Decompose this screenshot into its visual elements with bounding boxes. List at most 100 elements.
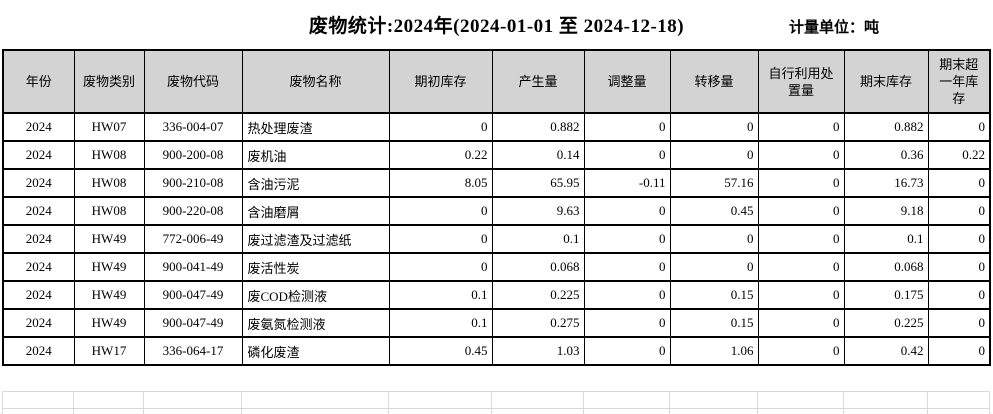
- cell-transferred[interactable]: 0: [669, 252, 759, 282]
- cell-initial-stock[interactable]: 0: [388, 196, 493, 226]
- cell-transferred[interactable]: 0.15: [669, 308, 759, 338]
- cell-year[interactable]: 2024: [2, 280, 75, 310]
- cell-generated[interactable]: 0.068: [491, 252, 585, 282]
- cell-waste-category[interactable]: HW17: [73, 336, 145, 366]
- cell-adjustment[interactable]: 0: [583, 140, 671, 170]
- cell-generated[interactable]: 0.882: [491, 112, 585, 142]
- cell-waste-name[interactable]: 废氨氮检测液: [241, 308, 390, 338]
- column-header-adjustment[interactable]: 调整量: [583, 49, 671, 114]
- empty-cell[interactable]: [927, 408, 990, 414]
- column-header-over-one-year-stock[interactable]: 期末超一年库存: [927, 49, 991, 114]
- cell-over-one-year-stock[interactable]: 0: [927, 196, 991, 226]
- cell-generated[interactable]: 0.1: [491, 224, 585, 254]
- cell-waste-category[interactable]: HW07: [73, 112, 145, 142]
- cell-ending-stock[interactable]: 0.175: [843, 280, 929, 310]
- cell-initial-stock[interactable]: 0: [388, 224, 493, 254]
- cell-transferred[interactable]: 57.16: [669, 168, 759, 198]
- cell-waste-name[interactable]: 含油磨屑: [241, 196, 390, 226]
- cell-self-disposal[interactable]: 0: [757, 336, 845, 366]
- empty-cell[interactable]: [2, 408, 74, 414]
- empty-cell[interactable]: [491, 408, 584, 414]
- cell-over-one-year-stock[interactable]: 0: [927, 308, 991, 338]
- cell-waste-name[interactable]: 废过滤渣及过滤纸: [241, 224, 390, 254]
- cell-adjustment[interactable]: -0.11: [583, 168, 671, 198]
- cell-waste-name[interactable]: 含油污泥: [241, 168, 390, 198]
- cell-waste-name[interactable]: 热处理废渣: [241, 112, 390, 142]
- cell-initial-stock[interactable]: 0.22: [388, 140, 493, 170]
- cell-generated[interactable]: 65.95: [491, 168, 585, 198]
- column-header-initial-stock[interactable]: 期初库存: [388, 49, 493, 114]
- cell-initial-stock[interactable]: 8.05: [388, 168, 493, 198]
- cell-adjustment[interactable]: 0: [583, 196, 671, 226]
- column-header-year[interactable]: 年份: [2, 49, 75, 114]
- cell-year[interactable]: 2024: [2, 196, 75, 226]
- cell-over-one-year-stock[interactable]: 0: [927, 252, 991, 282]
- cell-waste-category[interactable]: HW08: [73, 168, 145, 198]
- cell-initial-stock[interactable]: 0: [388, 112, 493, 142]
- cell-generated[interactable]: 9.63: [491, 196, 585, 226]
- cell-adjustment[interactable]: 0: [583, 252, 671, 282]
- empty-cell[interactable]: [241, 408, 389, 414]
- cell-waste-code[interactable]: 900-047-49: [143, 280, 243, 310]
- cell-ending-stock[interactable]: 16.73: [843, 168, 929, 198]
- cell-waste-category[interactable]: HW08: [73, 140, 145, 170]
- cell-transferred[interactable]: 0.45: [669, 196, 759, 226]
- cell-self-disposal[interactable]: 0: [757, 308, 845, 338]
- cell-generated[interactable]: 1.03: [491, 336, 585, 366]
- cell-ending-stock[interactable]: 0.42: [843, 336, 929, 366]
- cell-generated[interactable]: 0.14: [491, 140, 585, 170]
- cell-adjustment[interactable]: 0: [583, 112, 671, 142]
- cell-over-one-year-stock[interactable]: 0: [927, 336, 991, 366]
- cell-waste-name[interactable]: 废活性炭: [241, 252, 390, 282]
- empty-cell[interactable]: [843, 391, 928, 409]
- cell-adjustment[interactable]: 0: [583, 308, 671, 338]
- empty-cell[interactable]: [583, 391, 670, 409]
- cell-year[interactable]: 2024: [2, 336, 75, 366]
- cell-year[interactable]: 2024: [2, 252, 75, 282]
- empty-cell[interactable]: [2, 391, 74, 409]
- cell-waste-code[interactable]: 900-220-08: [143, 196, 243, 226]
- empty-cell[interactable]: [143, 391, 242, 409]
- cell-waste-category[interactable]: HW49: [73, 224, 145, 254]
- cell-generated[interactable]: 0.225: [491, 280, 585, 310]
- cell-self-disposal[interactable]: 0: [757, 112, 845, 142]
- cell-self-disposal[interactable]: 0: [757, 140, 845, 170]
- cell-over-one-year-stock[interactable]: 0: [927, 224, 991, 254]
- cell-adjustment[interactable]: 0: [583, 336, 671, 366]
- empty-cell[interactable]: [583, 408, 670, 414]
- cell-year[interactable]: 2024: [2, 308, 75, 338]
- column-header-generated[interactable]: 产生量: [491, 49, 585, 114]
- cell-waste-code[interactable]: 336-064-17: [143, 336, 243, 366]
- cell-transferred[interactable]: 1.06: [669, 336, 759, 366]
- cell-adjustment[interactable]: 0: [583, 224, 671, 254]
- cell-over-one-year-stock[interactable]: 0: [927, 168, 991, 198]
- cell-waste-code[interactable]: 900-047-49: [143, 308, 243, 338]
- cell-ending-stock[interactable]: 0.225: [843, 308, 929, 338]
- empty-cell[interactable]: [241, 391, 389, 409]
- empty-cell[interactable]: [143, 408, 242, 414]
- empty-cell[interactable]: [388, 408, 492, 414]
- cell-waste-name[interactable]: 废机油: [241, 140, 390, 170]
- cell-waste-category[interactable]: HW08: [73, 196, 145, 226]
- empty-cell[interactable]: [73, 391, 144, 409]
- cell-year[interactable]: 2024: [2, 112, 75, 142]
- cell-adjustment[interactable]: 0: [583, 280, 671, 310]
- cell-self-disposal[interactable]: 0: [757, 196, 845, 226]
- column-header-transferred[interactable]: 转移量: [669, 49, 759, 114]
- column-header-waste-name[interactable]: 废物名称: [241, 49, 390, 114]
- column-header-waste-category[interactable]: 废物类别: [73, 49, 145, 114]
- cell-year[interactable]: 2024: [2, 224, 75, 254]
- empty-cell[interactable]: [669, 408, 758, 414]
- cell-generated[interactable]: 0.275: [491, 308, 585, 338]
- cell-ending-stock[interactable]: 0.36: [843, 140, 929, 170]
- empty-cell[interactable]: [757, 408, 844, 414]
- cell-waste-code[interactable]: 900-210-08: [143, 168, 243, 198]
- cell-ending-stock[interactable]: 0.1: [843, 224, 929, 254]
- cell-waste-code[interactable]: 772-006-49: [143, 224, 243, 254]
- cell-waste-code[interactable]: 900-200-08: [143, 140, 243, 170]
- empty-cell[interactable]: [927, 391, 990, 409]
- cell-self-disposal[interactable]: 0: [757, 168, 845, 198]
- cell-over-one-year-stock[interactable]: 0: [927, 112, 991, 142]
- cell-self-disposal[interactable]: 0: [757, 224, 845, 254]
- cell-waste-code[interactable]: 336-004-07: [143, 112, 243, 142]
